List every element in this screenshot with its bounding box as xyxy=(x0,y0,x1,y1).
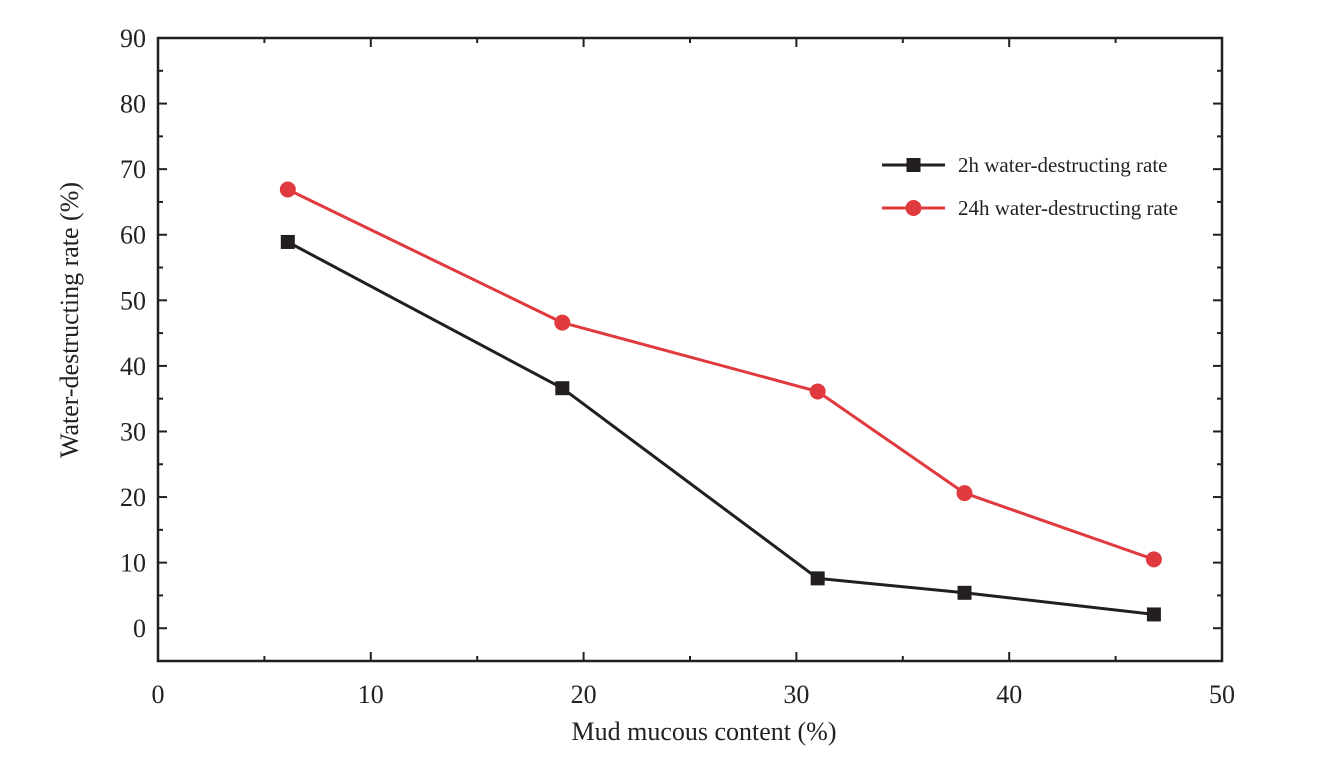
y-tick-label: 70 xyxy=(120,155,146,184)
y-tick-label: 80 xyxy=(120,90,146,119)
ticks-layer: 0 10 20 30 40 50 0 10 20 30 40 50 60 70 80 90 xyxy=(120,24,1235,709)
data-point-circle xyxy=(1145,551,1162,568)
x-tick-label: 10 xyxy=(358,680,384,709)
legend-item-1: 2h water-destructing rate xyxy=(882,153,1168,177)
x-tick-label: 30 xyxy=(783,680,809,709)
y-tick-label: 60 xyxy=(120,221,146,250)
legend-label: 24h water-destructing rate xyxy=(958,196,1178,220)
x-tick-label: 0 xyxy=(152,680,165,709)
data-point-square xyxy=(810,571,825,586)
y-axis-title: Water-destructing rate (%) xyxy=(55,182,84,458)
x-tick-label: 20 xyxy=(571,680,597,709)
data-point-circle xyxy=(956,485,973,502)
data-point-circle xyxy=(554,314,571,331)
data-point-circle xyxy=(279,181,296,198)
legend-marker-circle xyxy=(905,200,922,216)
x-axis-title: Mud mucous content (%) xyxy=(571,717,836,746)
y-tick-label: 20 xyxy=(120,483,146,512)
data-point-square xyxy=(280,234,295,249)
legend-marker-square xyxy=(906,158,921,172)
legend: 2h water-destructing rate 24h water-destr… xyxy=(882,153,1178,220)
data-point-square xyxy=(957,585,972,600)
plot-frame xyxy=(156,36,1224,663)
series-layer xyxy=(279,181,1162,622)
x-tick-label: 50 xyxy=(1209,680,1235,709)
series-line xyxy=(287,188,1155,561)
x-tick-label: 40 xyxy=(996,680,1022,709)
data-point-square xyxy=(1146,607,1161,622)
y-tick-label: 90 xyxy=(120,24,146,53)
data-point-circle xyxy=(809,383,826,400)
legend-label: 2h water-destructing rate xyxy=(958,153,1168,177)
data-point-square xyxy=(555,381,570,396)
y-tick-label: 40 xyxy=(120,352,146,381)
y-tick-label: 50 xyxy=(120,286,146,315)
y-tick-label: 0 xyxy=(133,614,146,643)
legend-item-2: 24h water-destructing rate xyxy=(882,196,1178,220)
series-2 xyxy=(279,181,1162,568)
series-line xyxy=(287,240,1155,616)
series-1 xyxy=(280,234,1161,622)
y-tick-label: 30 xyxy=(120,417,146,446)
y-tick-label: 10 xyxy=(120,549,146,578)
